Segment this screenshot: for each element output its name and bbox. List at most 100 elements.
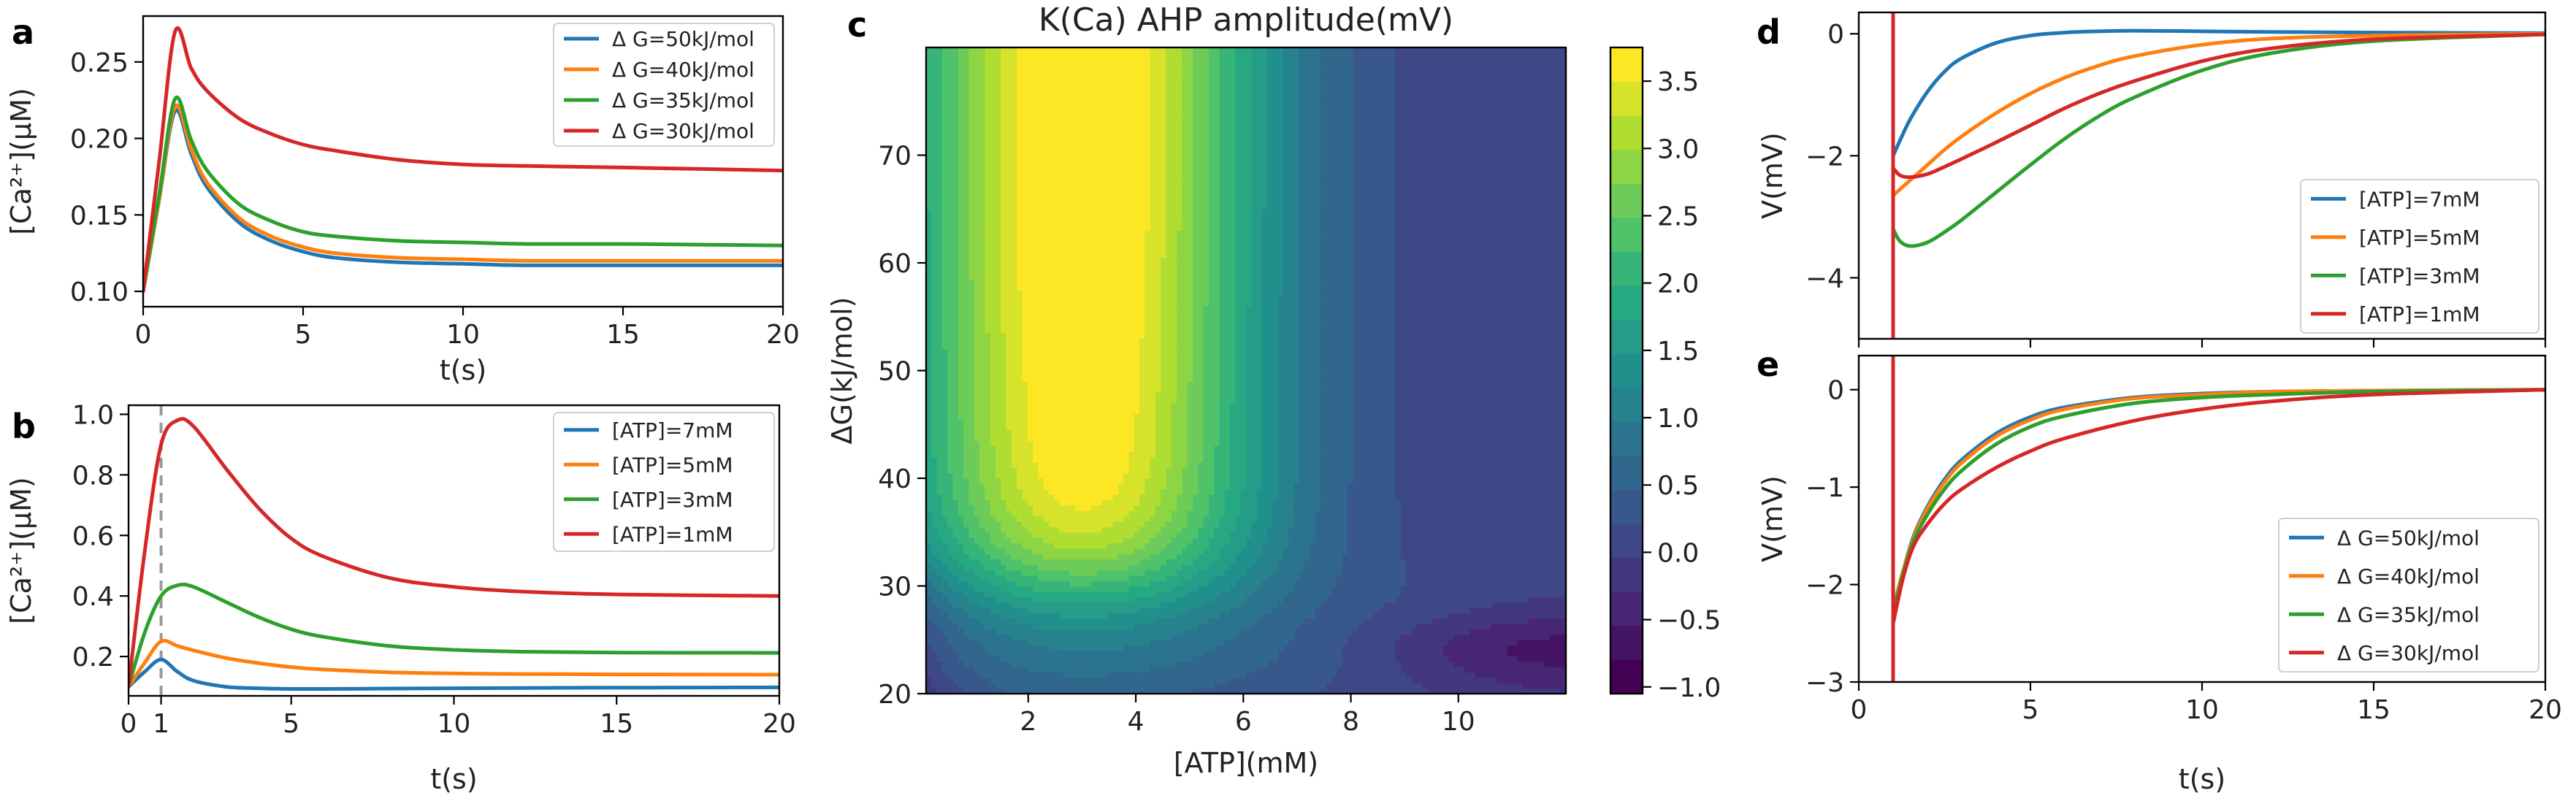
heatmap-cell [958,483,964,490]
heatmap-cell [995,327,1001,334]
heatmap-cell [926,672,932,678]
heatmap-cell [990,461,996,468]
heatmap-cell [1054,472,1060,479]
heatmap-cell [952,580,959,587]
heatmap-cell [1117,257,1124,264]
heatmap-cell [1070,193,1076,199]
heatmap-cell [1059,284,1066,291]
heatmap-cell [1027,241,1033,248]
heatmap-cell [1017,488,1023,495]
heatmap-cell [985,252,991,258]
heatmap-cell [1006,548,1012,554]
heatmap-cell [1006,629,1012,635]
heatmap-cell [1070,397,1076,404]
heatmap-cell [926,112,932,118]
heatmap-cell [1134,354,1140,361]
heatmap-cell [1086,532,1092,538]
heatmap-cell [1038,392,1044,398]
heatmap-cell [936,155,943,161]
heatmap-cell [1117,332,1124,339]
heatmap-cell [963,236,969,242]
heatmap-cell [985,532,991,538]
heatmap-cell [952,150,959,156]
heatmap-cell [1096,608,1103,613]
heatmap-cell [941,618,948,624]
heatmap-cell [1128,677,1135,683]
heatmap-cell [1075,575,1082,581]
heatmap-cell [1022,456,1028,463]
heatmap-cell [1096,505,1103,511]
heatmap-cell [1101,381,1108,388]
heatmap-cell [1096,413,1103,420]
heatmap-cell [1022,656,1028,662]
heatmap-cell [936,532,943,538]
heatmap-cell [958,532,964,538]
heatmap-cell [1096,134,1103,139]
heatmap-cell [1033,381,1039,388]
heatmap-cell [1112,521,1119,527]
heatmap-cell [1086,634,1092,640]
heatmap-cell [1038,359,1044,366]
heatmap-cell [1123,586,1129,592]
heatmap-cell [958,64,964,70]
heatmap-cell [1054,570,1060,576]
heatmap-cell [1043,651,1050,656]
heatmap-cell [974,193,980,199]
heatmap-cell [1123,564,1129,570]
heatmap-cell [1011,537,1017,544]
heatmap-cell [926,608,932,613]
heatmap-cell [1101,505,1108,511]
heatmap-cell [963,386,969,393]
heatmap-cell [1064,343,1071,350]
heatmap-cell [1107,608,1114,613]
heatmap-cell [968,683,975,689]
heatmap-cell [1101,472,1108,479]
heatmap-cell [1080,618,1087,624]
heatmap-cell [968,537,975,544]
heatmap-cell [1001,273,1007,280]
heatmap-cell [968,279,975,285]
heatmap-cell [1001,483,1007,490]
heatmap-cell [1070,365,1076,372]
heatmap-cell [1033,214,1039,221]
heatmap-cell [1033,166,1039,172]
heatmap-cell [958,381,964,388]
heatmap-cell [1001,537,1007,544]
heatmap-cell [1059,618,1066,624]
heatmap-cell [963,645,969,651]
heatmap-cell [1022,150,1028,156]
heatmap-cell [1123,316,1129,323]
heatmap-cell [1038,171,1044,177]
heatmap-cell [1006,300,1012,307]
heatmap-cell [1091,494,1098,501]
heatmap-cell [985,343,991,350]
heatmap-cell [1080,521,1087,527]
heatmap-cell [1117,268,1124,275]
heatmap-cell [1064,618,1071,624]
heatmap-cell [1022,74,1028,80]
heatmap-cell [1101,214,1108,221]
heatmap-cell [1139,608,1145,613]
heatmap-cell [1043,580,1050,587]
heatmap-cell [995,273,1001,280]
heatmap-cell [1117,634,1124,640]
heatmap-cell [1022,505,1028,511]
heatmap-cell [974,295,980,302]
heatmap-cell [1011,311,1017,318]
heatmap-cell [931,144,938,150]
heatmap-cell [1064,440,1071,447]
heatmap-cell [1064,187,1071,193]
heatmap-cell [1101,435,1108,441]
heatmap-cell [968,139,975,145]
heatmap-cell [1001,64,1007,70]
heatmap-cell [1001,47,1007,53]
heatmap-cell [1075,343,1082,350]
heatmap-cell [1139,683,1145,689]
heatmap-cell [936,128,943,134]
heatmap-cell [1070,134,1076,139]
heatmap-cell [1033,155,1039,161]
heatmap-cell [1080,155,1087,161]
heatmap-cell [926,354,932,361]
heatmap-cell [990,688,996,694]
heatmap-cell [1022,273,1028,280]
